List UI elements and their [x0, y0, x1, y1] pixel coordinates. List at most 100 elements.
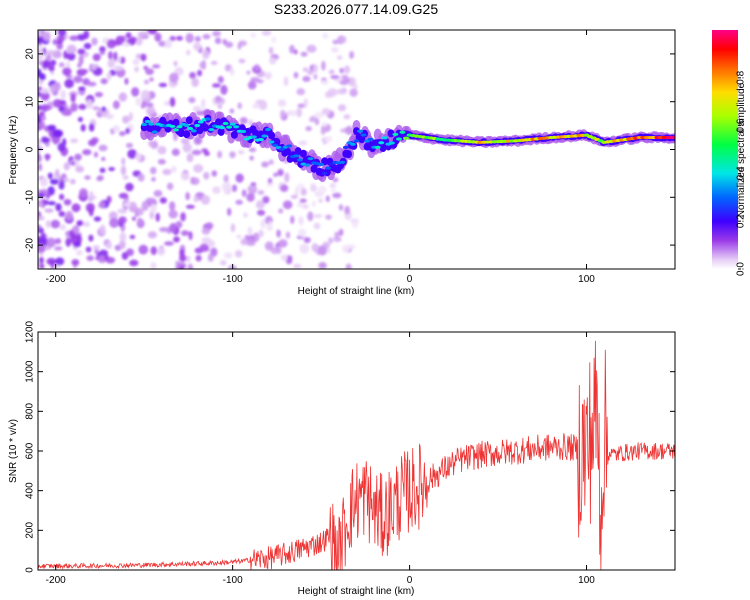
noise-blob [168, 209, 178, 219]
ridge-core [399, 130, 406, 134]
noise-blob [176, 35, 184, 41]
ridge-core [342, 145, 349, 149]
noise-blob [148, 140, 154, 147]
noise-blob [94, 91, 104, 98]
noise-blob [145, 68, 154, 75]
noise-blob [347, 76, 356, 87]
noise-blob [293, 71, 299, 79]
noise-blob [41, 237, 48, 247]
noise-blob [129, 234, 136, 240]
noise-blob [125, 127, 131, 135]
noise-blob [45, 220, 52, 228]
noise-blob [212, 30, 221, 37]
colorbar: 0.0 0.2 0.4 0.6 0.8 Normalized spectral ampl… [712, 30, 747, 276]
noise-blob [137, 31, 148, 38]
noise-blob [174, 67, 184, 76]
noise-blob [258, 229, 264, 238]
noise-blob [320, 127, 326, 136]
noise-blob [254, 64, 260, 71]
noise-blob [230, 223, 236, 233]
noise-blob [82, 149, 92, 156]
noise-blob [314, 111, 324, 119]
noise-blob [38, 224, 42, 230]
noise-blob [135, 36, 143, 46]
ridge-core [144, 119, 151, 124]
noise-blob [237, 150, 245, 155]
colorbar-label: Normalized spectral amplitude [736, 82, 747, 217]
ridge-band [299, 149, 307, 158]
snr-y-tick-label: 200 [25, 522, 36, 539]
noise-blob [55, 257, 65, 266]
noise-blob [229, 151, 236, 159]
noise-blob [199, 243, 209, 252]
noise-blob [38, 215, 45, 221]
noise-blob [47, 124, 57, 131]
noise-blob [166, 182, 174, 191]
noise-blob [264, 241, 274, 251]
noise-blob [290, 194, 298, 199]
noise-blob [52, 98, 63, 108]
noise-blob [98, 249, 109, 257]
noise-blob [100, 156, 106, 162]
noise-blob [217, 104, 222, 110]
noise-blob [131, 216, 136, 221]
noise-blob [78, 220, 84, 226]
noise-blob [99, 51, 105, 56]
noise-blob [195, 110, 204, 116]
noise-blob [38, 47, 43, 53]
noise-blob [38, 142, 42, 147]
noise-blob [39, 61, 44, 66]
ridge-core [349, 142, 356, 146]
noise-blob [279, 184, 289, 192]
noise-blob [137, 217, 143, 226]
noise-blob [169, 97, 176, 107]
noise-blob [105, 113, 115, 120]
ridge-core [208, 128, 215, 132]
ridge-core [272, 143, 279, 147]
noise-blob [268, 159, 274, 165]
noise-blob [269, 57, 277, 65]
noise-blob [332, 177, 339, 183]
noise-blob [63, 198, 72, 206]
noise-blob [302, 67, 309, 73]
noise-blob [138, 244, 149, 255]
noise-blob [40, 91, 50, 101]
noise-blob [193, 195, 199, 203]
noise-blob [205, 222, 214, 230]
noise-blob [119, 239, 126, 250]
noise-blob [157, 145, 167, 155]
noise-blob [135, 152, 142, 162]
ridge-core [403, 136, 410, 140]
ridge-core [268, 140, 275, 144]
noise-blob [188, 97, 196, 103]
noise-blob [318, 261, 327, 269]
ridge-core [240, 129, 247, 134]
noise-blob [143, 65, 149, 71]
noise-blob [280, 109, 286, 119]
noise-blob [294, 186, 299, 197]
noise-blob [297, 228, 307, 238]
noise-blob [149, 166, 157, 175]
noise-blob [88, 123, 95, 132]
noise-blob [247, 184, 258, 194]
noise-blob [72, 225, 80, 234]
noise-blob [57, 35, 66, 42]
ridge-core [307, 157, 314, 161]
noise-blob [318, 198, 324, 203]
noise-blob [282, 200, 293, 210]
noise-blob [237, 102, 242, 110]
noise-blob [66, 44, 77, 54]
noise-blob [159, 227, 168, 233]
noise-blob [339, 67, 344, 74]
noise-blob [70, 102, 78, 112]
noise-blob [44, 208, 54, 213]
noise-blob [55, 203, 62, 212]
noise-blob [317, 185, 327, 194]
noise-blob [58, 62, 65, 68]
noise-blob [87, 196, 94, 202]
noise-blob [180, 137, 190, 145]
ridge-band [310, 164, 318, 173]
colorbar-gradient [712, 30, 738, 269]
